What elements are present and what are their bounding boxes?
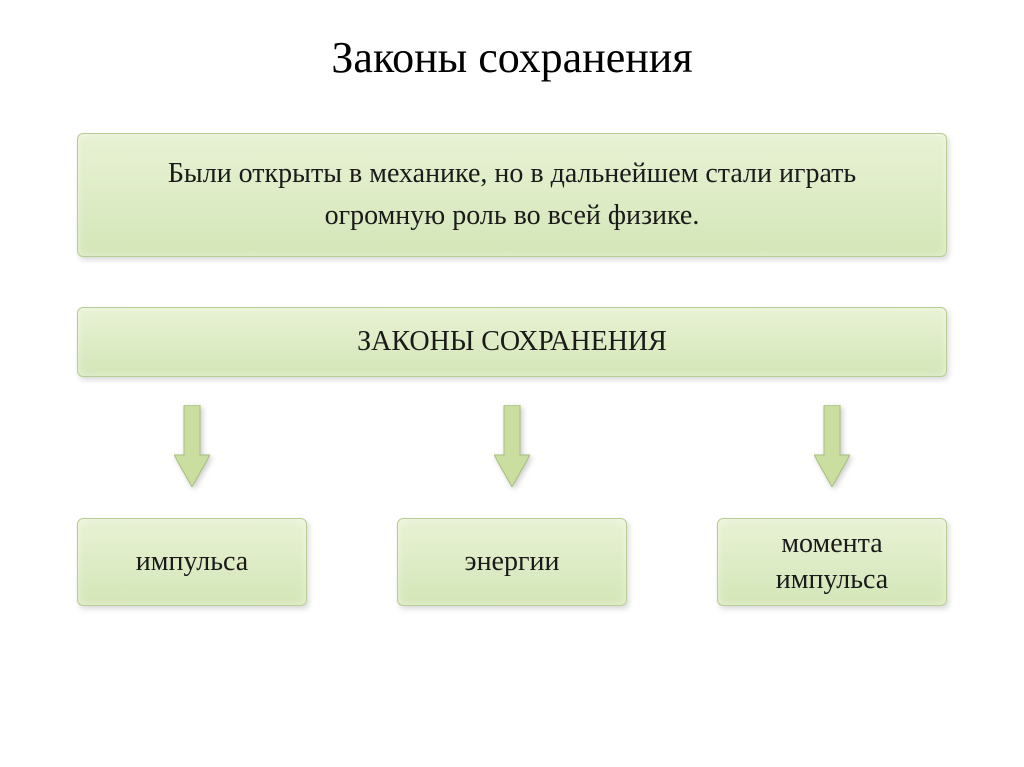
header-box: ЗАКОНЫ СОХРАНЕНИЯ (77, 307, 947, 377)
child-label: импульса (136, 544, 248, 580)
arrow-down-icon (814, 405, 850, 487)
arrow-down-icon (494, 405, 530, 487)
child-box-impulse: импульса (77, 518, 307, 606)
child-label: энергии (465, 544, 560, 580)
header-label: ЗАКОНЫ СОХРАНЕНИЯ (357, 326, 667, 358)
arrow-down-icon (174, 405, 210, 487)
description-box: Были открыты в механике, но в дальнейшем… (77, 133, 947, 257)
description-text: Были открыты в механике, но в дальнейшем… (118, 153, 906, 237)
child-box-energy: энергии (397, 518, 627, 606)
child-box-angular-momentum: момента импульса (717, 518, 947, 606)
page-title: Законы сохранения (0, 0, 1024, 113)
child-label: момента импульса (726, 526, 938, 599)
